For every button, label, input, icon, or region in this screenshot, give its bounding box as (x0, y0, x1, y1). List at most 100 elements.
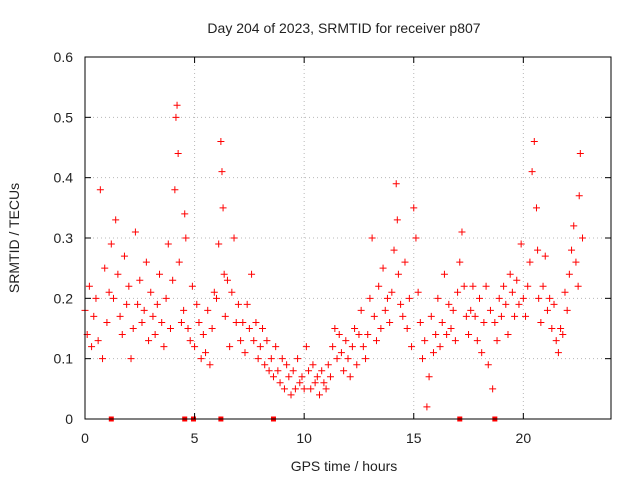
data-point (539, 282, 547, 290)
data-point (388, 288, 396, 296)
y-tick-label: 0.1 (54, 351, 74, 367)
data-points (81, 101, 587, 411)
data-point (166, 325, 174, 332)
data-point (171, 186, 179, 194)
data-point (329, 343, 337, 351)
data-point (181, 210, 189, 218)
data-point (476, 294, 483, 302)
x-tick-label: 15 (406, 430, 422, 446)
data-point (265, 367, 273, 375)
data-point (429, 349, 437, 357)
data-point (134, 300, 142, 308)
data-point (88, 343, 96, 351)
data-point (421, 337, 429, 345)
data-point (443, 331, 451, 339)
data-point (125, 282, 133, 290)
data-point (254, 355, 262, 363)
data-point (408, 343, 416, 351)
data-point (291, 385, 299, 393)
data-point (263, 337, 271, 345)
data-point (164, 240, 172, 248)
data-point (546, 294, 554, 302)
data-point (405, 294, 413, 302)
data-point (213, 294, 220, 302)
x-tick-label: 0 (81, 430, 89, 446)
data-point (234, 300, 242, 308)
data-point (517, 240, 525, 248)
data-point (147, 288, 155, 296)
data-point (184, 325, 192, 332)
data-point (221, 312, 229, 320)
data-point (535, 294, 543, 302)
data-point (230, 234, 238, 242)
data-point (96, 186, 104, 194)
data-point (173, 101, 181, 109)
data-point (103, 318, 111, 326)
data-point (548, 325, 556, 332)
data-point (326, 373, 334, 381)
data-point (191, 343, 199, 351)
data-point (530, 137, 538, 145)
data-point (416, 318, 424, 326)
data-point (318, 367, 326, 375)
data-point (528, 168, 536, 176)
data-point (482, 282, 490, 290)
x-tick-label: 10 (296, 430, 312, 446)
data-point (342, 337, 350, 345)
data-point (90, 312, 98, 320)
data-point (390, 246, 398, 254)
data-point (572, 258, 580, 266)
data-point (202, 349, 210, 357)
data-point (486, 306, 494, 314)
data-point (366, 294, 374, 302)
data-point (223, 276, 231, 284)
data-point (276, 379, 284, 387)
data-point (554, 349, 562, 357)
data-point (208, 325, 216, 332)
data-point (94, 337, 102, 345)
data-point (316, 391, 324, 399)
data-point (259, 325, 267, 332)
x-tick-label: 5 (191, 430, 199, 446)
data-point (364, 331, 372, 339)
y-tick-label: 0.5 (54, 109, 74, 125)
data-point (379, 264, 387, 272)
data-point (131, 228, 139, 236)
data-point (136, 276, 144, 284)
data-point (149, 312, 157, 320)
data-point (252, 318, 260, 326)
data-point (337, 349, 345, 357)
data-point (217, 137, 225, 145)
data-point (302, 343, 310, 351)
data-point (357, 306, 365, 314)
chart-title: Day 204 of 2023, SRMTID for receiver p80… (207, 20, 480, 36)
data-point (506, 270, 514, 278)
data-point (386, 318, 394, 326)
data-point (109, 294, 117, 302)
data-point (559, 331, 567, 339)
data-point (160, 343, 168, 351)
data-point (575, 192, 583, 200)
data-point (206, 361, 214, 369)
data-point (248, 270, 256, 278)
data-point (241, 349, 249, 357)
data-point (491, 318, 499, 326)
axis-ticks (84, 56, 611, 420)
data-point (403, 325, 411, 332)
data-point (188, 282, 196, 290)
data-point (574, 282, 582, 290)
data-point (220, 270, 228, 278)
data-point (412, 234, 420, 242)
data-point (156, 270, 164, 278)
data-point (294, 355, 302, 363)
data-point (162, 294, 170, 302)
data-point (85, 282, 93, 290)
data-point (519, 294, 527, 302)
data-point (309, 361, 317, 369)
data-point (101, 264, 109, 272)
data-point (331, 325, 339, 332)
data-point (335, 331, 343, 339)
data-point (469, 282, 477, 290)
y-axis-label: SRMTID / TECUs (6, 183, 22, 293)
data-point (219, 204, 227, 212)
